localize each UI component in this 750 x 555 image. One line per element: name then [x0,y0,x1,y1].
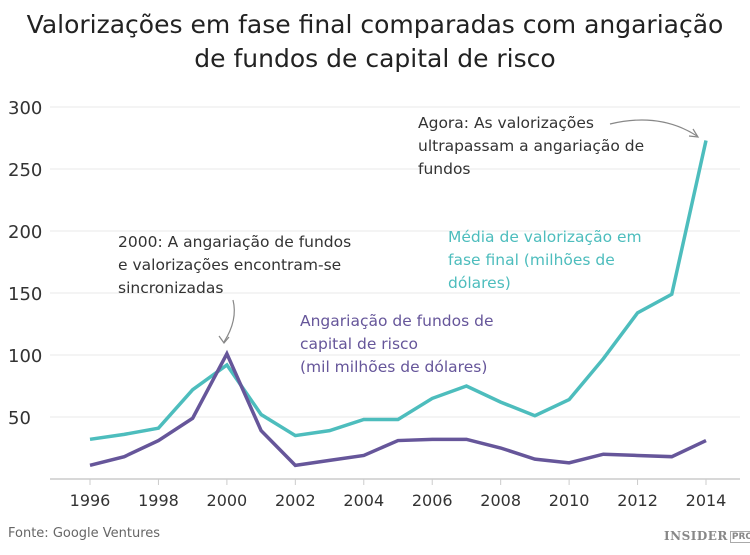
y-tick-label: 50 [8,408,31,429]
title-line: Valorizações em fase final comparadas co… [26,10,724,39]
teal-series-label: Média de valorização em fase final (milh… [448,228,642,292]
x-tick-label: 1996 [70,491,111,510]
x-tick-label: 1998 [138,491,179,510]
annotation-arrow [609,119,698,137]
x-tick-label: 2004 [343,491,384,510]
arrowhead [218,335,230,344]
x-tick-label: 2008 [480,491,521,510]
arrowhead [688,128,700,138]
insider-pro-logo: INSIDER PRO [664,529,750,543]
y-tick-label: 200 [8,222,42,243]
chart-title: Valorizações em fase final comparadas co… [0,8,750,76]
annotation-arrow [223,299,235,343]
logo-text: INSIDER [664,529,728,543]
y-tick-label: 250 [8,160,42,181]
title-line: de fundos de capital de risco [194,44,556,73]
y-tick-label: 150 [8,284,42,305]
source-note: Fonte: Google Ventures [8,526,161,541]
x-tick-label: 2012 [617,491,658,510]
purple-series-label: Angariação de fundos de capital de risco… [300,312,494,376]
x-tick-label: 2006 [412,491,453,510]
x-tick-label: 2002 [275,491,316,510]
x-tick-label: 2014 [686,491,727,510]
logo-sup: PRO [729,531,750,543]
y-tick-label: 300 [8,98,42,119]
x-tick-label: 2010 [549,491,590,510]
y-tick-label: 100 [8,346,42,367]
x-tick-label: 2000 [207,491,248,510]
annotation-2000: 2000: A angariação de fundos e valorizaç… [118,233,352,297]
annotation-now: Agora: As valorizações ultrapassam a ang… [418,114,645,178]
